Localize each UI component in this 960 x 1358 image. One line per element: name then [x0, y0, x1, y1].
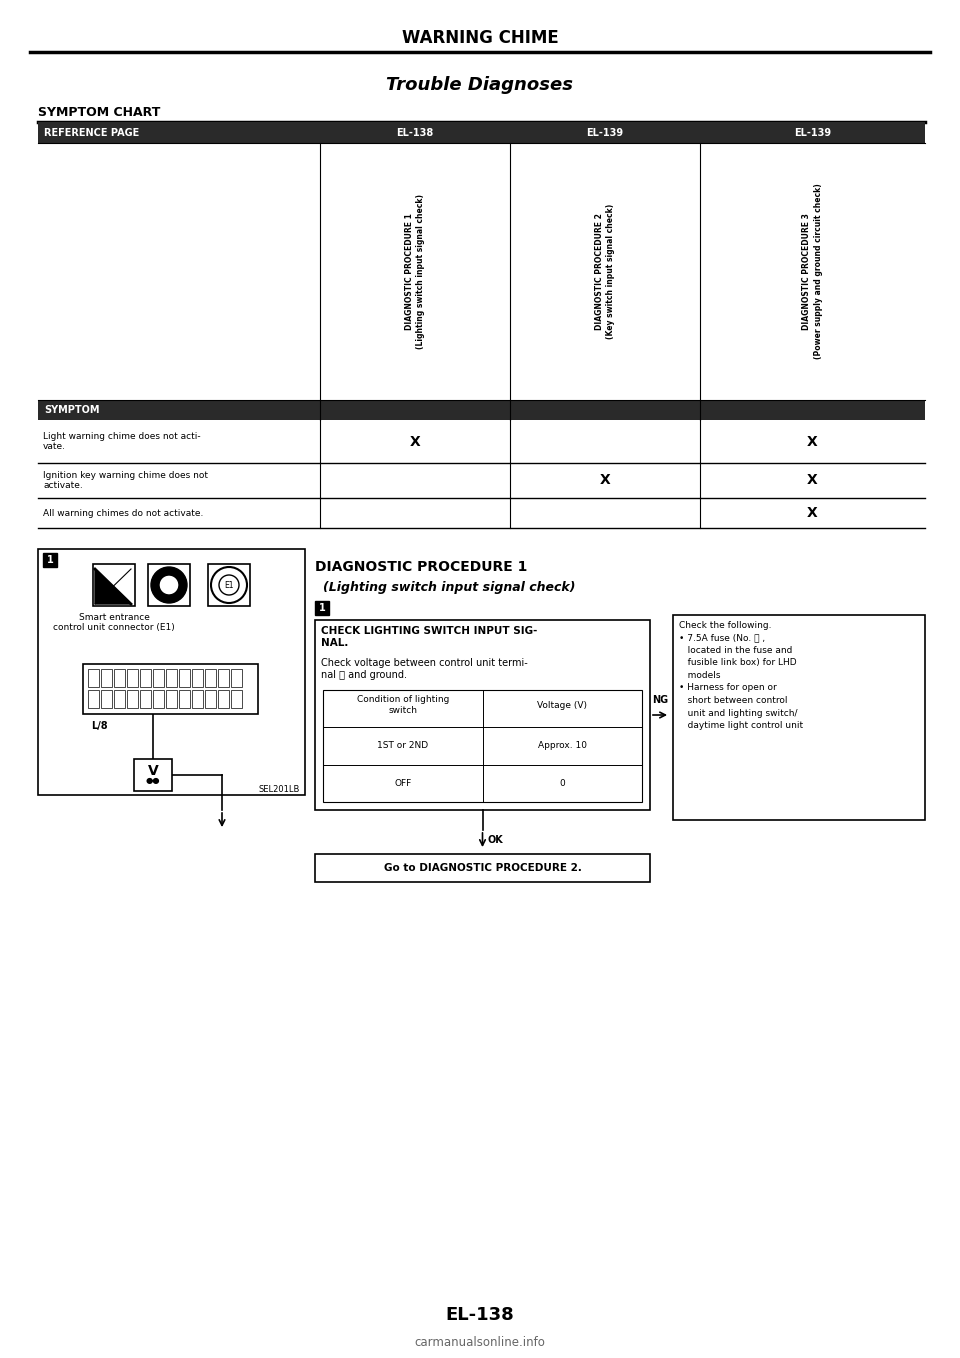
Text: 1: 1	[47, 555, 54, 565]
Text: X: X	[600, 474, 611, 488]
Bar	[114, 669, 125, 687]
Bar	[231, 669, 242, 687]
Text: V: V	[148, 765, 158, 778]
Bar	[315, 621, 650, 809]
Text: ●●: ●●	[146, 777, 160, 785]
Bar	[205, 669, 216, 687]
Text: EL-139: EL-139	[794, 128, 831, 137]
Text: All warning chimes do not activate.: All warning chimes do not activate.	[43, 508, 204, 517]
Text: 0: 0	[560, 779, 565, 788]
Text: EL-138: EL-138	[396, 128, 434, 137]
Bar	[179, 669, 190, 687]
Bar	[315, 854, 650, 881]
Bar	[323, 690, 642, 803]
Text: CHECK LIGHTING SWITCH INPUT SIG-
NAL.: CHECK LIGHTING SWITCH INPUT SIG- NAL.	[321, 626, 538, 648]
Circle shape	[159, 574, 179, 595]
Bar	[218, 669, 229, 687]
Bar	[101, 690, 112, 708]
Bar	[38, 549, 305, 794]
Text: SYMPTOM CHART: SYMPTOM CHART	[38, 106, 160, 118]
Text: DIAGNOSTIC PROCEDURE 2
(Key switch input signal check): DIAGNOSTIC PROCEDURE 2 (Key switch input…	[595, 204, 615, 340]
Text: X: X	[807, 474, 818, 488]
Text: Condition of lighting
switch: Condition of lighting switch	[356, 695, 449, 714]
Bar	[218, 690, 229, 708]
Text: OK: OK	[488, 835, 503, 845]
Bar	[192, 690, 203, 708]
Text: SEL201LB: SEL201LB	[258, 785, 300, 793]
Text: DIAGNOSTIC PROCEDURE 3
(Power supply and ground circuit check): DIAGNOSTIC PROCEDURE 3 (Power supply and…	[803, 183, 823, 360]
Text: OFF: OFF	[395, 779, 412, 788]
Bar	[101, 669, 112, 687]
Bar	[315, 602, 329, 615]
Bar	[231, 690, 242, 708]
Bar	[192, 669, 203, 687]
Text: SYMPTOM: SYMPTOM	[44, 405, 100, 416]
Text: DIAGNOSTIC PROCEDURE 1: DIAGNOSTIC PROCEDURE 1	[315, 559, 527, 574]
Text: NG: NG	[652, 695, 668, 705]
Bar	[83, 664, 258, 714]
Bar	[93, 564, 135, 606]
Text: L/8: L/8	[91, 721, 108, 731]
Text: X: X	[807, 435, 818, 448]
Bar	[88, 690, 99, 708]
Text: Check the following.
• 7.5A fuse (No. ⓞ ,
   located in the fuse and
   fusible : Check the following. • 7.5A fuse (No. ⓞ …	[679, 621, 804, 731]
Bar	[127, 669, 138, 687]
Bar	[179, 690, 190, 708]
Text: WARNING CHIME: WARNING CHIME	[401, 29, 559, 48]
Bar	[38, 401, 925, 420]
Bar	[140, 690, 151, 708]
Bar	[114, 690, 125, 708]
Bar	[140, 669, 151, 687]
Text: X: X	[807, 507, 818, 520]
Text: E1: E1	[225, 580, 233, 589]
Bar	[673, 615, 925, 820]
Text: Check voltage between control unit termi-
nal ⓐ and ground.: Check voltage between control unit termi…	[321, 659, 528, 680]
Polygon shape	[95, 569, 131, 604]
Bar	[148, 564, 190, 606]
Text: Go to DIAGNOSTIC PROCEDURE 2.: Go to DIAGNOSTIC PROCEDURE 2.	[384, 862, 582, 873]
Text: Approx. 10: Approx. 10	[538, 741, 587, 751]
Bar	[205, 690, 216, 708]
Text: Smart entrance
control unit connector (E1): Smart entrance control unit connector (E…	[53, 612, 175, 633]
Text: 1: 1	[319, 603, 325, 612]
Bar	[153, 690, 164, 708]
Text: Trouble Diagnoses: Trouble Diagnoses	[387, 76, 573, 94]
Text: Voltage (V): Voltage (V)	[538, 701, 588, 709]
Text: Ignition key warning chime does not
activate.: Ignition key warning chime does not acti…	[43, 471, 208, 490]
Text: REFERENCE PAGE: REFERENCE PAGE	[44, 128, 139, 137]
Bar	[166, 690, 177, 708]
Text: (Lighting switch input signal check): (Lighting switch input signal check)	[323, 580, 575, 593]
Bar	[43, 553, 57, 568]
Bar	[88, 669, 99, 687]
Text: Light warning chime does not acti-
vate.: Light warning chime does not acti- vate.	[43, 432, 201, 451]
Text: X: X	[410, 435, 420, 448]
Bar	[208, 564, 250, 606]
Bar	[38, 122, 925, 143]
Text: carmanualsonline.info: carmanualsonline.info	[415, 1335, 545, 1348]
Bar	[134, 759, 172, 790]
Text: EL-138: EL-138	[445, 1306, 515, 1324]
Bar	[127, 690, 138, 708]
Text: EL-139: EL-139	[587, 128, 624, 137]
Bar	[153, 669, 164, 687]
Circle shape	[151, 568, 187, 603]
Bar	[166, 669, 177, 687]
Text: DIAGNOSTIC PROCEDURE 1
(Lighting switch input signal check): DIAGNOSTIC PROCEDURE 1 (Lighting switch …	[405, 194, 425, 349]
Text: 1ST or 2ND: 1ST or 2ND	[377, 741, 428, 751]
